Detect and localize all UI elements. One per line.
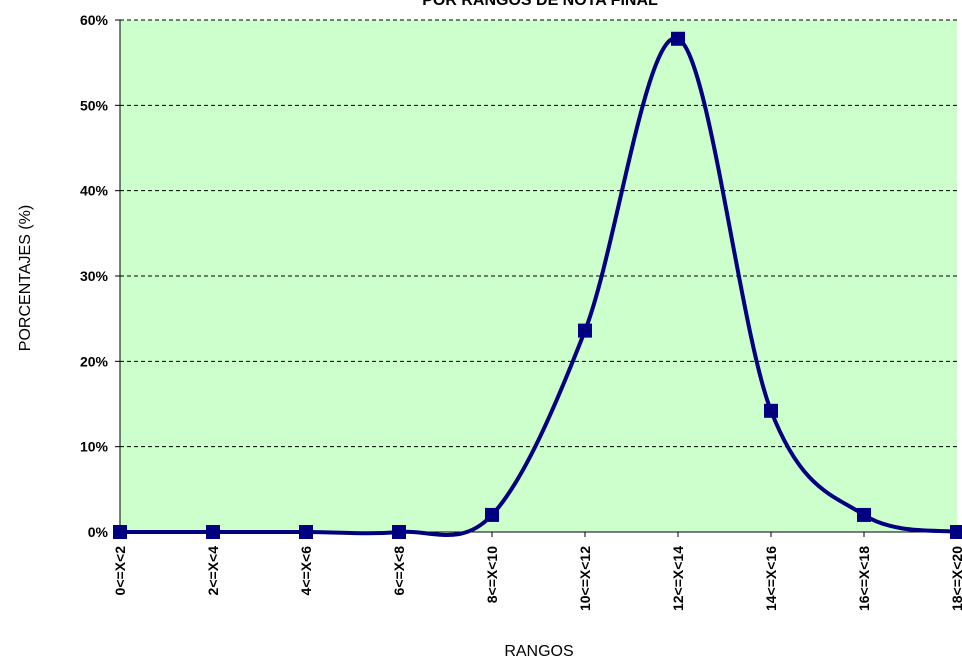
data-point-marker (113, 525, 127, 539)
y-tick-label: 0% (88, 524, 109, 540)
plot-area (120, 20, 957, 532)
x-tick-label: 18<=X<20 (949, 546, 962, 611)
x-tick-label: 6<=X<8 (391, 546, 407, 596)
y-tick-label: 40% (80, 183, 109, 199)
data-point-marker (950, 525, 962, 539)
x-tick-label: 12<=X<14 (670, 546, 686, 611)
x-tick-label: 0<=X<2 (112, 546, 128, 596)
x-tick-label: 10<=X<12 (577, 546, 593, 611)
x-tick-labels: 0<=X<2 2<=X<4 4<=X<6 6<=X<8 8<=X<10 10<=X<12 1… (112, 532, 962, 611)
y-axis-title: PORCENTAJES (%) (17, 205, 34, 351)
series-markers (113, 31, 962, 539)
y-tick-label: 20% (80, 353, 109, 369)
data-point-marker (299, 525, 313, 539)
x-tick-label: 14<=X<16 (763, 546, 779, 611)
data-point-marker (392, 525, 406, 539)
data-point-marker (206, 525, 220, 539)
data-point-marker (671, 31, 685, 46)
chart-title: POR RANGOS DE NOTA FINAL (422, 0, 658, 9)
y-tick-label: 30% (80, 268, 109, 284)
data-point-marker (764, 403, 778, 418)
data-point-marker (857, 507, 871, 522)
y-tick-labels: 0% 10% 20% 30% 40% 50% 60% (80, 12, 120, 540)
x-axis-title: RANGOS (504, 643, 573, 660)
x-tick-label: 16<=X<18 (856, 546, 872, 611)
y-tick-label: 10% (80, 439, 109, 455)
y-tick-label: 60% (80, 12, 109, 28)
x-tick-label: 8<=X<10 (484, 546, 500, 603)
x-tick-label: 2<=X<4 (205, 546, 221, 596)
data-point-marker (578, 323, 592, 338)
data-point-marker (485, 507, 499, 522)
x-tick-label: 4<=X<6 (298, 546, 314, 596)
y-tick-label: 50% (80, 97, 109, 113)
